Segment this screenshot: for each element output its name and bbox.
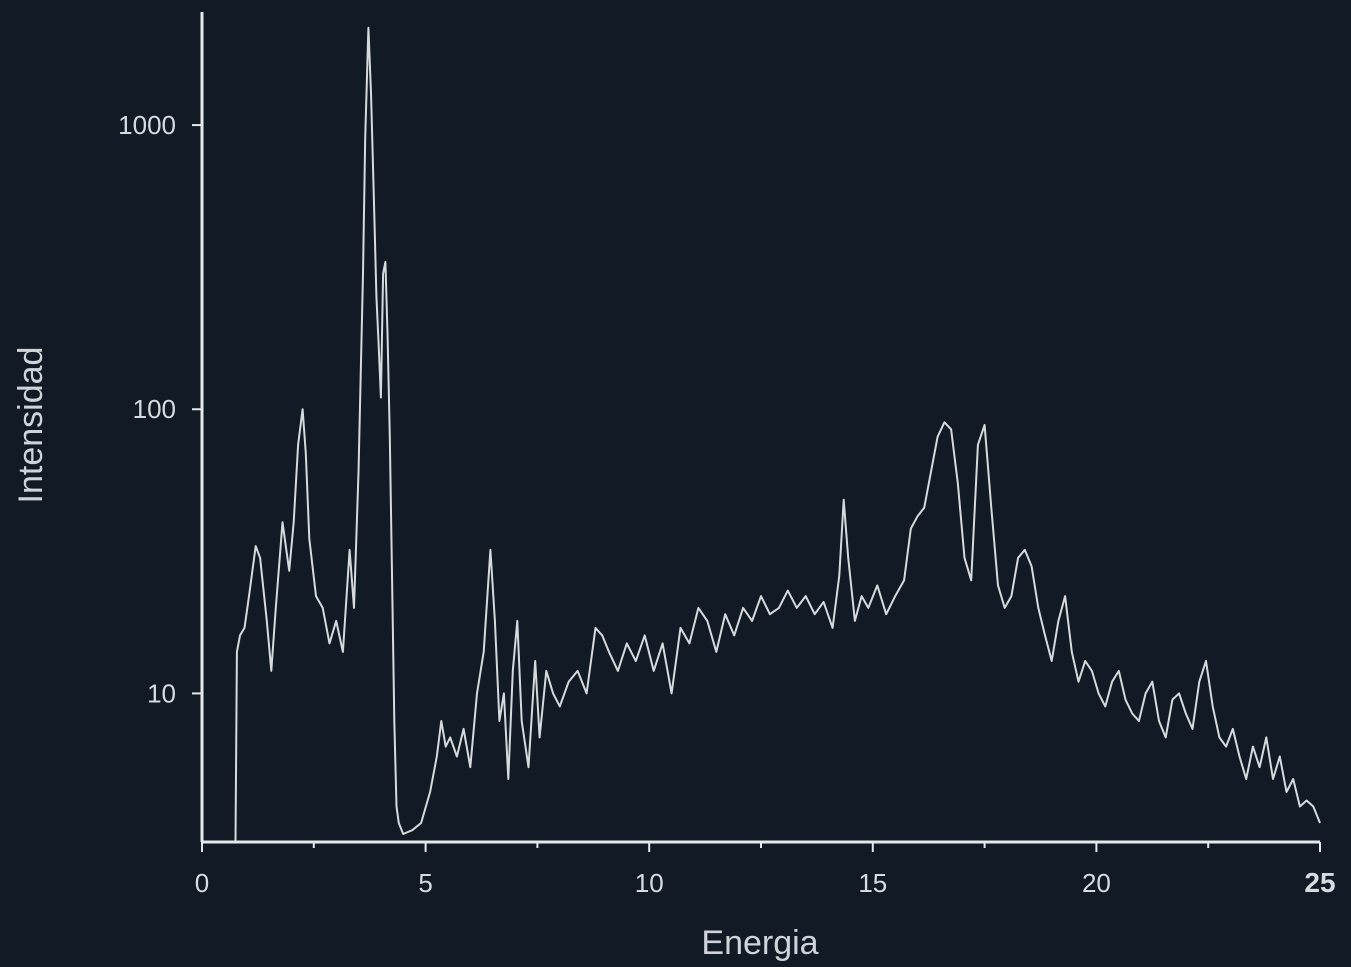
axes — [200, 12, 1320, 844]
spectrum-line — [202, 26, 1321, 843]
x-axis-label: Energia — [701, 924, 818, 962]
plot-area — [202, 26, 1321, 843]
y-tick-label: 10 — [147, 678, 176, 708]
x-tick-label: 10 — [635, 868, 664, 898]
y-tick-label: 1000 — [118, 110, 176, 140]
x-tick-label: 25 — [1304, 867, 1335, 898]
x-tick-label: 15 — [858, 868, 887, 898]
x-tick-label: 5 — [418, 868, 432, 898]
y-ticks: 10 100 1000 — [118, 110, 202, 708]
x-tick-label: 0 — [195, 868, 209, 898]
x-tick-label: 20 — [1082, 868, 1111, 898]
x-ticks: 0 5 10 15 20 25 — [195, 842, 1336, 898]
y-axis-label: Intensidad — [12, 347, 50, 504]
y-tick-label: 100 — [133, 394, 176, 424]
